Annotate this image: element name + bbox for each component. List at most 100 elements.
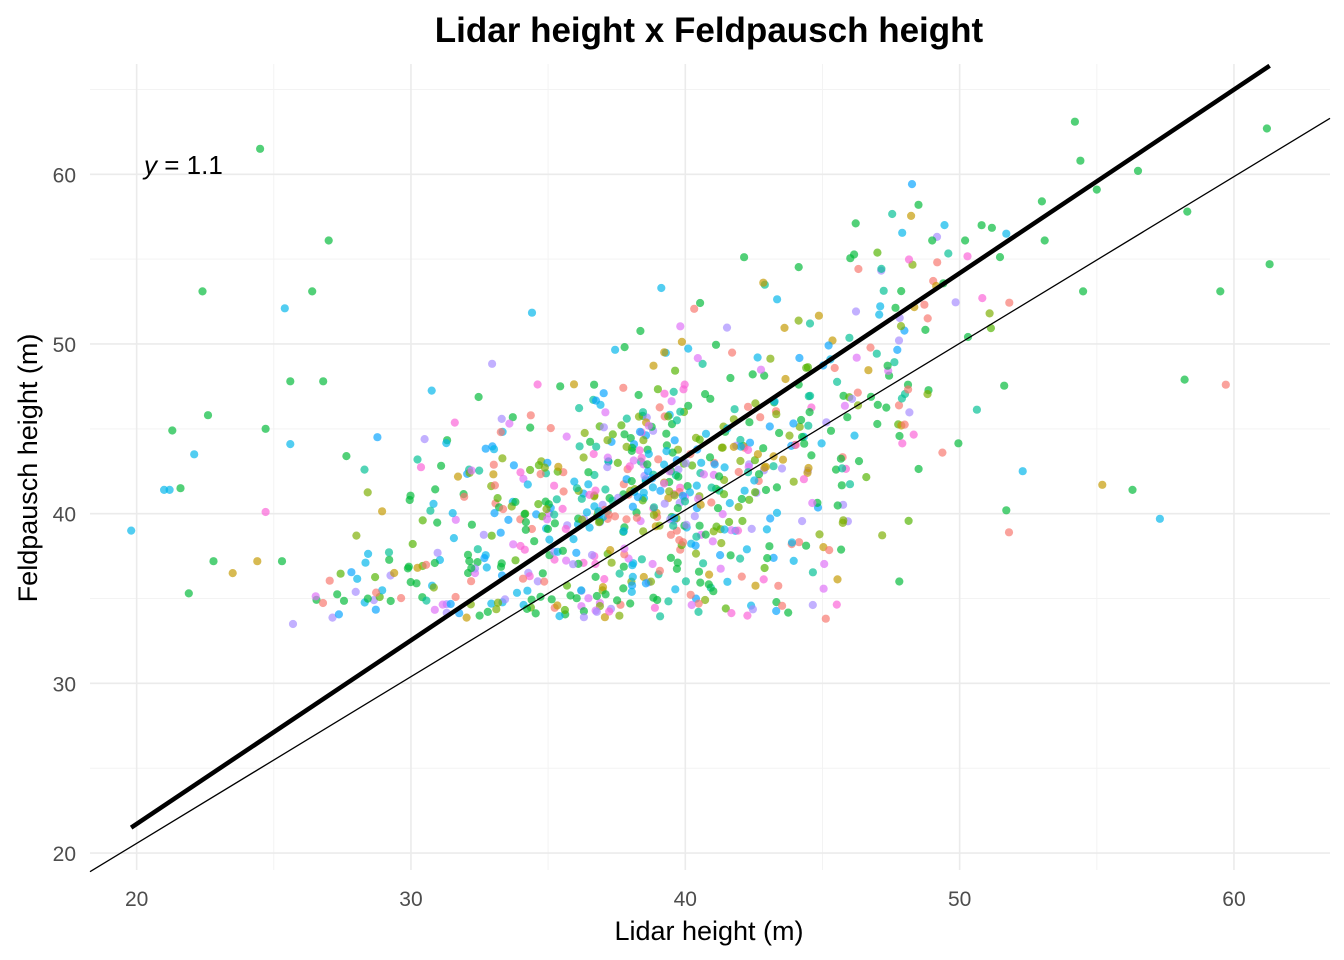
- data-point: [378, 507, 387, 516]
- data-point: [876, 302, 885, 311]
- data-point: [875, 310, 884, 319]
- data-point: [543, 524, 553, 534]
- data-point: [678, 538, 688, 547]
- data-point: [584, 468, 593, 477]
- data-point: [475, 611, 484, 620]
- data-point: [584, 594, 593, 603]
- data-point: [766, 354, 775, 363]
- data-point: [978, 294, 987, 303]
- data-point: [761, 485, 771, 495]
- data-point: [725, 499, 734, 508]
- data-point: [680, 497, 690, 506]
- data-point: [590, 380, 599, 389]
- data-point: [748, 370, 757, 379]
- data-point: [693, 354, 702, 363]
- data-point: [954, 439, 963, 448]
- data-point: [488, 359, 497, 368]
- data-point: [596, 400, 605, 409]
- data-point: [686, 590, 695, 599]
- data-point: [418, 516, 427, 525]
- data-point: [489, 445, 499, 454]
- data-point: [644, 421, 653, 430]
- data-point: [586, 437, 595, 446]
- data-point: [591, 572, 600, 582]
- data-point: [622, 442, 631, 451]
- data-point: [601, 590, 610, 599]
- data-point: [774, 581, 783, 590]
- data-point: [769, 553, 778, 563]
- data-point: [660, 348, 669, 357]
- data-point: [785, 431, 794, 440]
- data-point: [601, 408, 610, 417]
- data-point: [504, 515, 513, 525]
- data-point: [579, 613, 589, 622]
- data-point: [698, 359, 707, 368]
- data-point: [649, 593, 658, 602]
- data-point: [336, 569, 345, 578]
- data-point: [364, 549, 373, 559]
- data-point: [569, 560, 578, 569]
- data-point: [914, 464, 923, 474]
- data-point: [626, 599, 635, 608]
- data-point: [727, 609, 736, 618]
- data-point: [676, 322, 685, 331]
- data-point: [660, 389, 669, 398]
- data-point: [527, 595, 536, 604]
- data-point: [482, 563, 491, 572]
- data-point: [662, 447, 671, 456]
- data-point: [540, 463, 549, 472]
- data-point: [797, 415, 806, 425]
- data-point: [516, 468, 525, 477]
- data-point: [719, 490, 729, 499]
- data-point: [386, 596, 395, 606]
- data-point: [750, 476, 759, 485]
- data-point: [496, 528, 505, 537]
- data-point: [627, 587, 636, 597]
- data-point: [682, 520, 691, 530]
- data-point: [550, 510, 559, 519]
- data-point: [701, 429, 711, 438]
- data-point: [572, 594, 581, 603]
- data-point: [552, 495, 561, 504]
- data-point: [669, 521, 678, 530]
- data-point: [569, 380, 579, 389]
- data-point: [308, 287, 317, 296]
- y-axis-title: Feldpausch height (m): [13, 334, 43, 603]
- data-point: [523, 586, 532, 595]
- data-point: [896, 322, 906, 331]
- data-point: [669, 387, 678, 396]
- data-point: [525, 572, 534, 581]
- data-point: [550, 481, 559, 490]
- data-point: [826, 426, 836, 435]
- data-point: [483, 607, 492, 617]
- data-point: [256, 144, 265, 153]
- data-point: [198, 287, 207, 296]
- data-point: [500, 595, 510, 604]
- data-point: [845, 333, 854, 342]
- data-point: [821, 614, 830, 623]
- data-point: [904, 385, 913, 394]
- data-point: [894, 336, 904, 345]
- data-point: [385, 555, 394, 564]
- data-point: [467, 577, 476, 586]
- data-point: [653, 385, 663, 394]
- data-point: [803, 363, 813, 372]
- data-point: [606, 546, 615, 555]
- data-point: [748, 605, 758, 614]
- data-point: [516, 541, 525, 551]
- data-point: [883, 361, 892, 370]
- data-point: [898, 228, 907, 237]
- data-point: [467, 466, 476, 475]
- y-tick-label: 40: [53, 504, 76, 527]
- data-point: [127, 526, 136, 535]
- data-point: [490, 508, 499, 518]
- data-point: [891, 303, 900, 312]
- data-point: [562, 556, 571, 565]
- data-point: [882, 403, 891, 412]
- data-point: [644, 449, 653, 459]
- data-point: [579, 453, 588, 462]
- data-point: [743, 611, 752, 620]
- data-point: [508, 413, 517, 422]
- data-point: [489, 460, 498, 469]
- data-point: [673, 558, 682, 567]
